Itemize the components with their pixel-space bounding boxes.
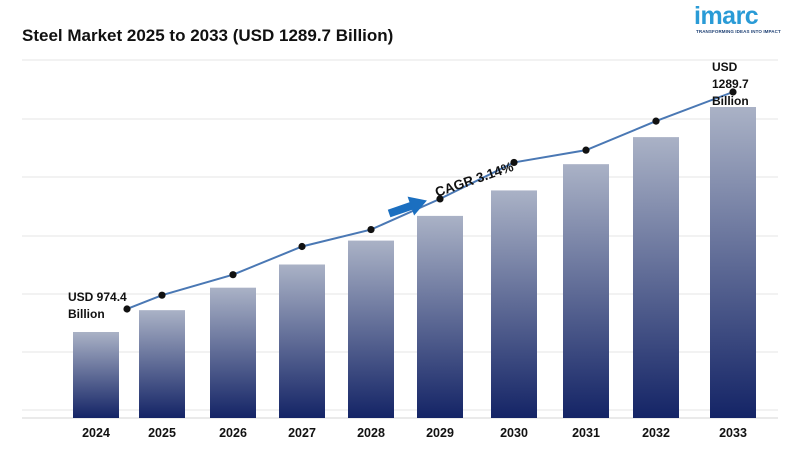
trend-polyline xyxy=(126,91,734,310)
bar-2027 xyxy=(279,264,325,418)
x-tick-label: 2027 xyxy=(288,426,316,440)
x-tick-label: 2033 xyxy=(719,426,747,440)
start-value-label: USD 974.4 xyxy=(68,290,127,304)
x-tick-label: 2026 xyxy=(219,426,247,440)
bar-2026 xyxy=(210,287,256,418)
bar-2031 xyxy=(563,164,609,418)
trend-point-2029 xyxy=(436,195,444,203)
trend-point-2024 xyxy=(123,305,131,313)
trend-point-2026 xyxy=(229,271,237,279)
trend-point-2031 xyxy=(582,146,590,154)
x-tick-label: 2025 xyxy=(148,426,176,440)
bar-2032 xyxy=(633,137,679,418)
end-value-label: USD xyxy=(712,60,738,74)
start-value-label: Billion xyxy=(68,307,105,321)
x-tick-label: 2031 xyxy=(572,426,600,440)
cagr-arrow-shaft xyxy=(387,201,414,218)
cagr-arrow-head xyxy=(407,196,427,216)
trend-point-2030 xyxy=(510,158,518,167)
bar-2025 xyxy=(139,310,185,418)
trend-point-2025 xyxy=(158,291,166,299)
logo-wordmark: imarc xyxy=(694,2,759,30)
end-value-label: 1289.7 xyxy=(712,77,749,91)
trend-point-2032 xyxy=(652,117,660,125)
bars xyxy=(73,107,756,418)
imarc-logo: imarc TRANSFORMING IDEAS INTO IMPACT xyxy=(690,2,781,38)
x-tick-label: 2032 xyxy=(642,426,670,440)
end-value-label: Billion xyxy=(712,94,749,108)
x-tick-label: 2024 xyxy=(82,426,110,440)
bar-2028 xyxy=(348,240,394,418)
x-tick-label: 2029 xyxy=(426,426,454,440)
bar-2030 xyxy=(491,190,537,418)
trend-point-2033 xyxy=(729,88,737,96)
x-tick-label: 2030 xyxy=(500,426,528,440)
trend-point-2028 xyxy=(367,225,375,234)
bar-2024 xyxy=(73,332,119,418)
trend-line xyxy=(123,88,737,313)
chart-title: Steel Market 2025 to 2033 (USD 1289.7 Bi… xyxy=(22,26,394,45)
trend-point-2027 xyxy=(298,242,306,251)
x-axis-labels: 2024 2025 2026 2027 2028 2029 2030 2031 2032 2033 xyxy=(82,426,747,440)
x-tick-label: 2028 xyxy=(357,426,385,440)
bar-2033 xyxy=(710,107,756,418)
cagr-arrow xyxy=(387,196,427,218)
bar-2029 xyxy=(417,215,463,418)
logo-tagline: TRANSFORMING IDEAS INTO IMPACT xyxy=(696,29,781,34)
